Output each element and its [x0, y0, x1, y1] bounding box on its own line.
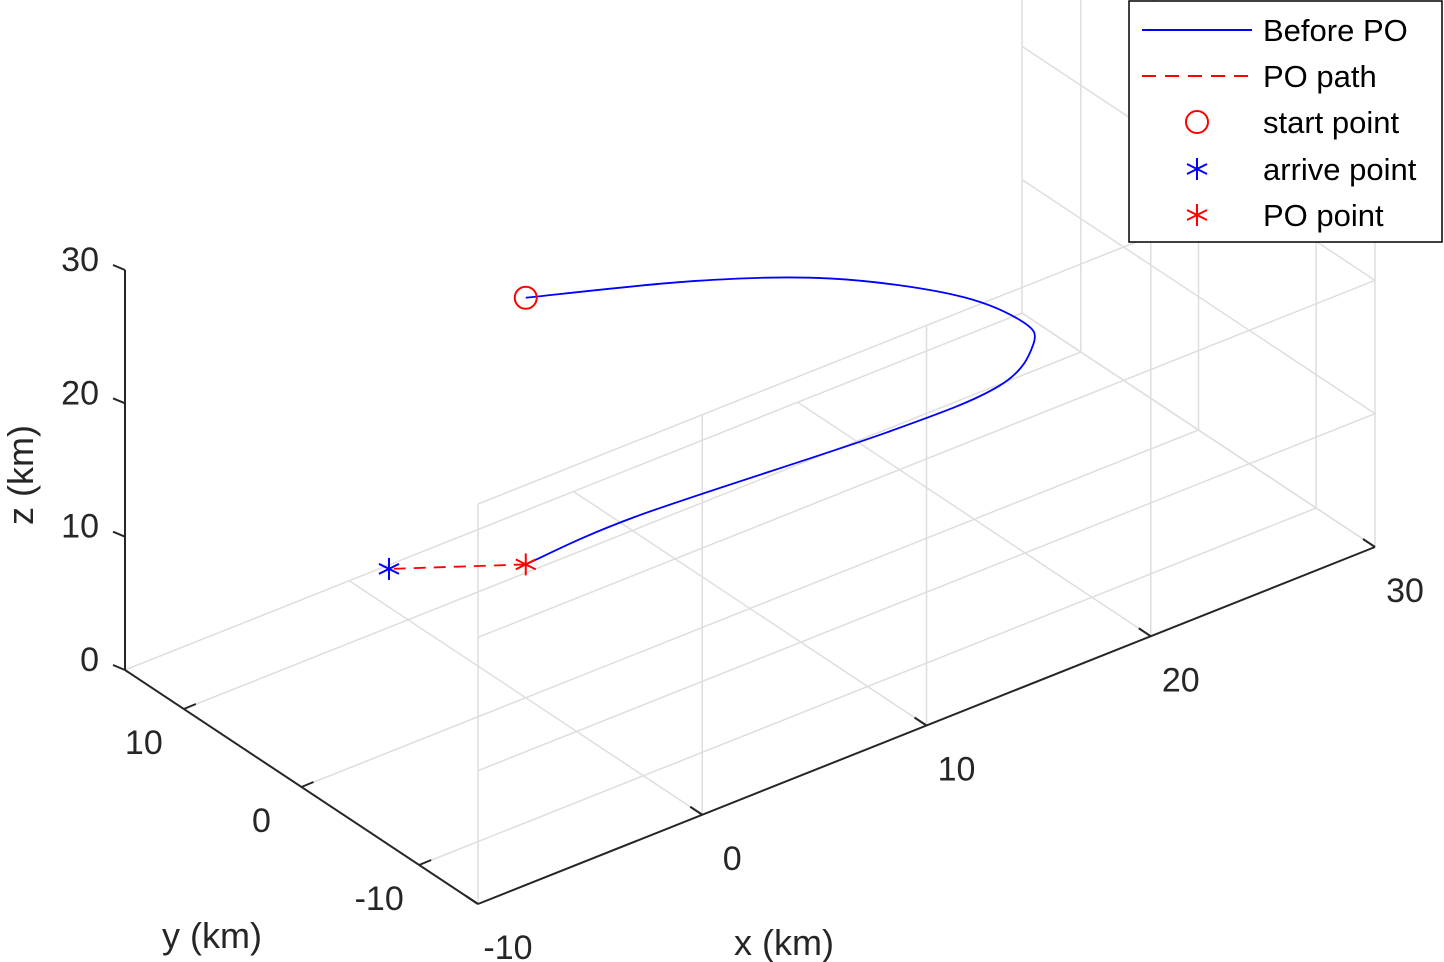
grid-side-z-0: [1021, 312, 1376, 548]
x-tick-label-3: 20: [1162, 661, 1200, 699]
z-tick-1: [112, 530, 126, 538]
z-axis-label: z (km): [0, 425, 41, 525]
series-line-before-po: [525, 276, 1036, 566]
y-tick-1: [301, 781, 314, 788]
x-tick-label-4: 30: [1386, 572, 1424, 610]
x-tick-1: [689, 805, 703, 816]
grid-side-z-1: [1021, 179, 1376, 415]
y-tick-label-0: -10: [355, 880, 404, 918]
y-tick-label-2: 10: [125, 724, 163, 762]
x-tick-4: [1362, 538, 1376, 548]
grid-floor-y-1: [301, 429, 1199, 788]
z-tick-label-0: 0: [80, 641, 99, 679]
marker-po-point-0: [515, 553, 537, 576]
z-tick-2: [112, 397, 126, 405]
y-tick-2: [183, 703, 197, 710]
grid-floor-y-2: [183, 351, 1082, 710]
x-tick-2: [913, 716, 928, 727]
marker-arrive-point-0: [378, 557, 400, 580]
grid-floor-y-0: [418, 507, 1317, 866]
legend-label-arrive-point: arrive point: [1263, 152, 1417, 187]
z-tick-0: [112, 664, 126, 671]
y-axis-label: y (km): [162, 915, 262, 956]
x-tick-label-2: 10: [938, 751, 976, 789]
legend-label-before-po: Before PO: [1263, 13, 1408, 48]
y-tick-0: [418, 859, 432, 866]
legend-marker-arrive-point: [1186, 158, 1208, 180]
z-tick-label-1: 10: [61, 508, 99, 546]
legend-label-start-point: start point: [1263, 105, 1400, 140]
z-tick-label-2: 20: [61, 374, 99, 412]
grid-back-z-2: [477, 279, 1376, 639]
z-tick-label-3: 30: [61, 241, 99, 279]
axes-layer: [124, 270, 1376, 905]
grid-back-z-1: [477, 412, 1376, 772]
grid-floor-y-3: [124, 312, 1023, 671]
y-tick-label-1: 0: [252, 802, 271, 840]
x-tick-label-1: 0: [723, 840, 742, 878]
legend-label-po-path: PO path: [1263, 59, 1377, 94]
z-tick-3: [112, 264, 126, 271]
x-tick-3: [1138, 627, 1152, 638]
legend: Before PO PO path start point arrive poi…: [1128, 0, 1443, 243]
legend-label-po-point: PO point: [1263, 198, 1384, 233]
data-layer: [378, 276, 1036, 580]
legend-marker-start-point: [1185, 110, 1209, 134]
legend-box: [1128, 0, 1443, 243]
x-tick-label-0: -10: [483, 929, 532, 962]
ticks-layer: -10 0 10 20 30 -10 0 10 0 10 20 30: [61, 241, 1424, 962]
series-line-po-path: [388, 563, 526, 570]
x-axis-label: x (km): [734, 922, 834, 962]
legend-marker-po-point: [1186, 204, 1208, 226]
marker-start-point-0: [513, 285, 538, 310]
x-tick-0: [465, 895, 479, 905]
